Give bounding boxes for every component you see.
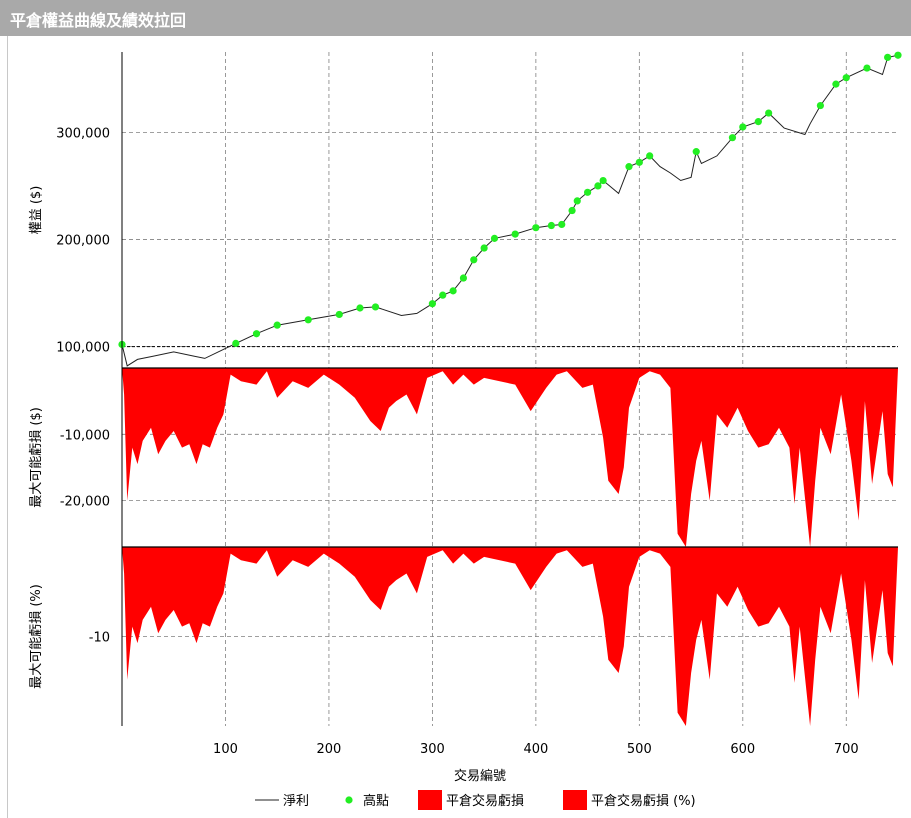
high-point xyxy=(273,321,281,329)
left-border xyxy=(7,36,8,818)
x-axis-label: 交易編號 xyxy=(454,768,506,784)
high-point xyxy=(558,220,566,229)
y-tick-label: -20,000 xyxy=(60,495,110,510)
high-point xyxy=(754,118,762,126)
high-point xyxy=(646,152,654,160)
title-bar: 平倉權益曲線及績效拉回 xyxy=(0,0,911,36)
legend-label: 淨利 xyxy=(283,794,309,809)
high-point xyxy=(573,197,581,205)
x-tick-label: 400 xyxy=(523,742,548,757)
high-point xyxy=(459,274,468,282)
y-axis-label: 最大可能虧損 ($) xyxy=(28,407,44,508)
drawdown-area xyxy=(122,547,898,726)
high-point xyxy=(832,80,840,88)
high-point xyxy=(594,182,602,190)
high-point xyxy=(449,287,457,295)
high-point xyxy=(232,339,240,347)
y-axis-label: 權益 ($) xyxy=(29,186,44,235)
high-point xyxy=(635,158,643,166)
legend: 淨利 高點 平倉交易虧損 平倉交易虧損 (%) xyxy=(255,790,696,810)
legend-label: 平倉交易虧損 xyxy=(446,793,524,809)
legend-label: 平倉交易虧損 (%) xyxy=(591,793,696,809)
y-tick-label: 300,000 xyxy=(56,126,110,141)
window-title: 平倉權益曲線及績效拉回 xyxy=(10,11,187,30)
high-point xyxy=(335,310,343,319)
high-point xyxy=(842,74,850,82)
high-point xyxy=(356,304,364,312)
high-point xyxy=(568,206,576,215)
high-point xyxy=(816,101,825,110)
x-tick-label: 700 xyxy=(834,742,859,757)
y-tick-label: 100,000 xyxy=(56,341,110,356)
y-axis-label: 最大可能虧損 (%) xyxy=(28,584,44,689)
high-point xyxy=(547,221,555,230)
high-point xyxy=(692,148,700,156)
high-point xyxy=(584,188,592,196)
high-point xyxy=(765,109,773,117)
high-point xyxy=(532,224,540,232)
legend-box-swatch xyxy=(418,790,442,810)
high-point xyxy=(739,123,747,131)
high-point xyxy=(884,53,892,61)
equity-series xyxy=(118,51,902,367)
axes xyxy=(121,52,898,726)
y-tick-label: 200,000 xyxy=(56,233,110,248)
x-tick-label: 500 xyxy=(627,742,652,757)
high-point xyxy=(428,300,436,308)
drawdown-area xyxy=(122,368,898,547)
grid-lines xyxy=(122,52,898,726)
x-tick-label: 200 xyxy=(317,742,342,757)
high-point xyxy=(480,244,488,252)
x-tick-label: 600 xyxy=(730,742,755,757)
high-point xyxy=(439,291,447,299)
x-tick-label: 300 xyxy=(420,742,445,757)
axis-labels: 100 200 300 400 500 600 700 100,000 200,000 300,0… xyxy=(28,126,859,784)
high-point xyxy=(863,64,871,72)
high-point xyxy=(371,303,380,311)
x-tick-label: 100 xyxy=(213,742,238,757)
y-tick-label: -10 xyxy=(89,631,110,646)
high-point xyxy=(599,176,607,185)
legend-box-swatch xyxy=(563,790,587,810)
high-point xyxy=(304,316,312,324)
equity-line xyxy=(121,54,899,367)
legend-dot-swatch xyxy=(345,796,353,804)
y-tick-label: -10,000 xyxy=(60,428,110,443)
high-point xyxy=(728,134,737,142)
drawdown-areas xyxy=(122,368,898,726)
high-point xyxy=(625,163,633,171)
legend-label: 高點 xyxy=(363,793,389,809)
high-point xyxy=(894,51,902,59)
high-point xyxy=(511,230,519,238)
high-point xyxy=(490,234,499,242)
high-point xyxy=(252,330,261,338)
high-point xyxy=(470,256,478,264)
